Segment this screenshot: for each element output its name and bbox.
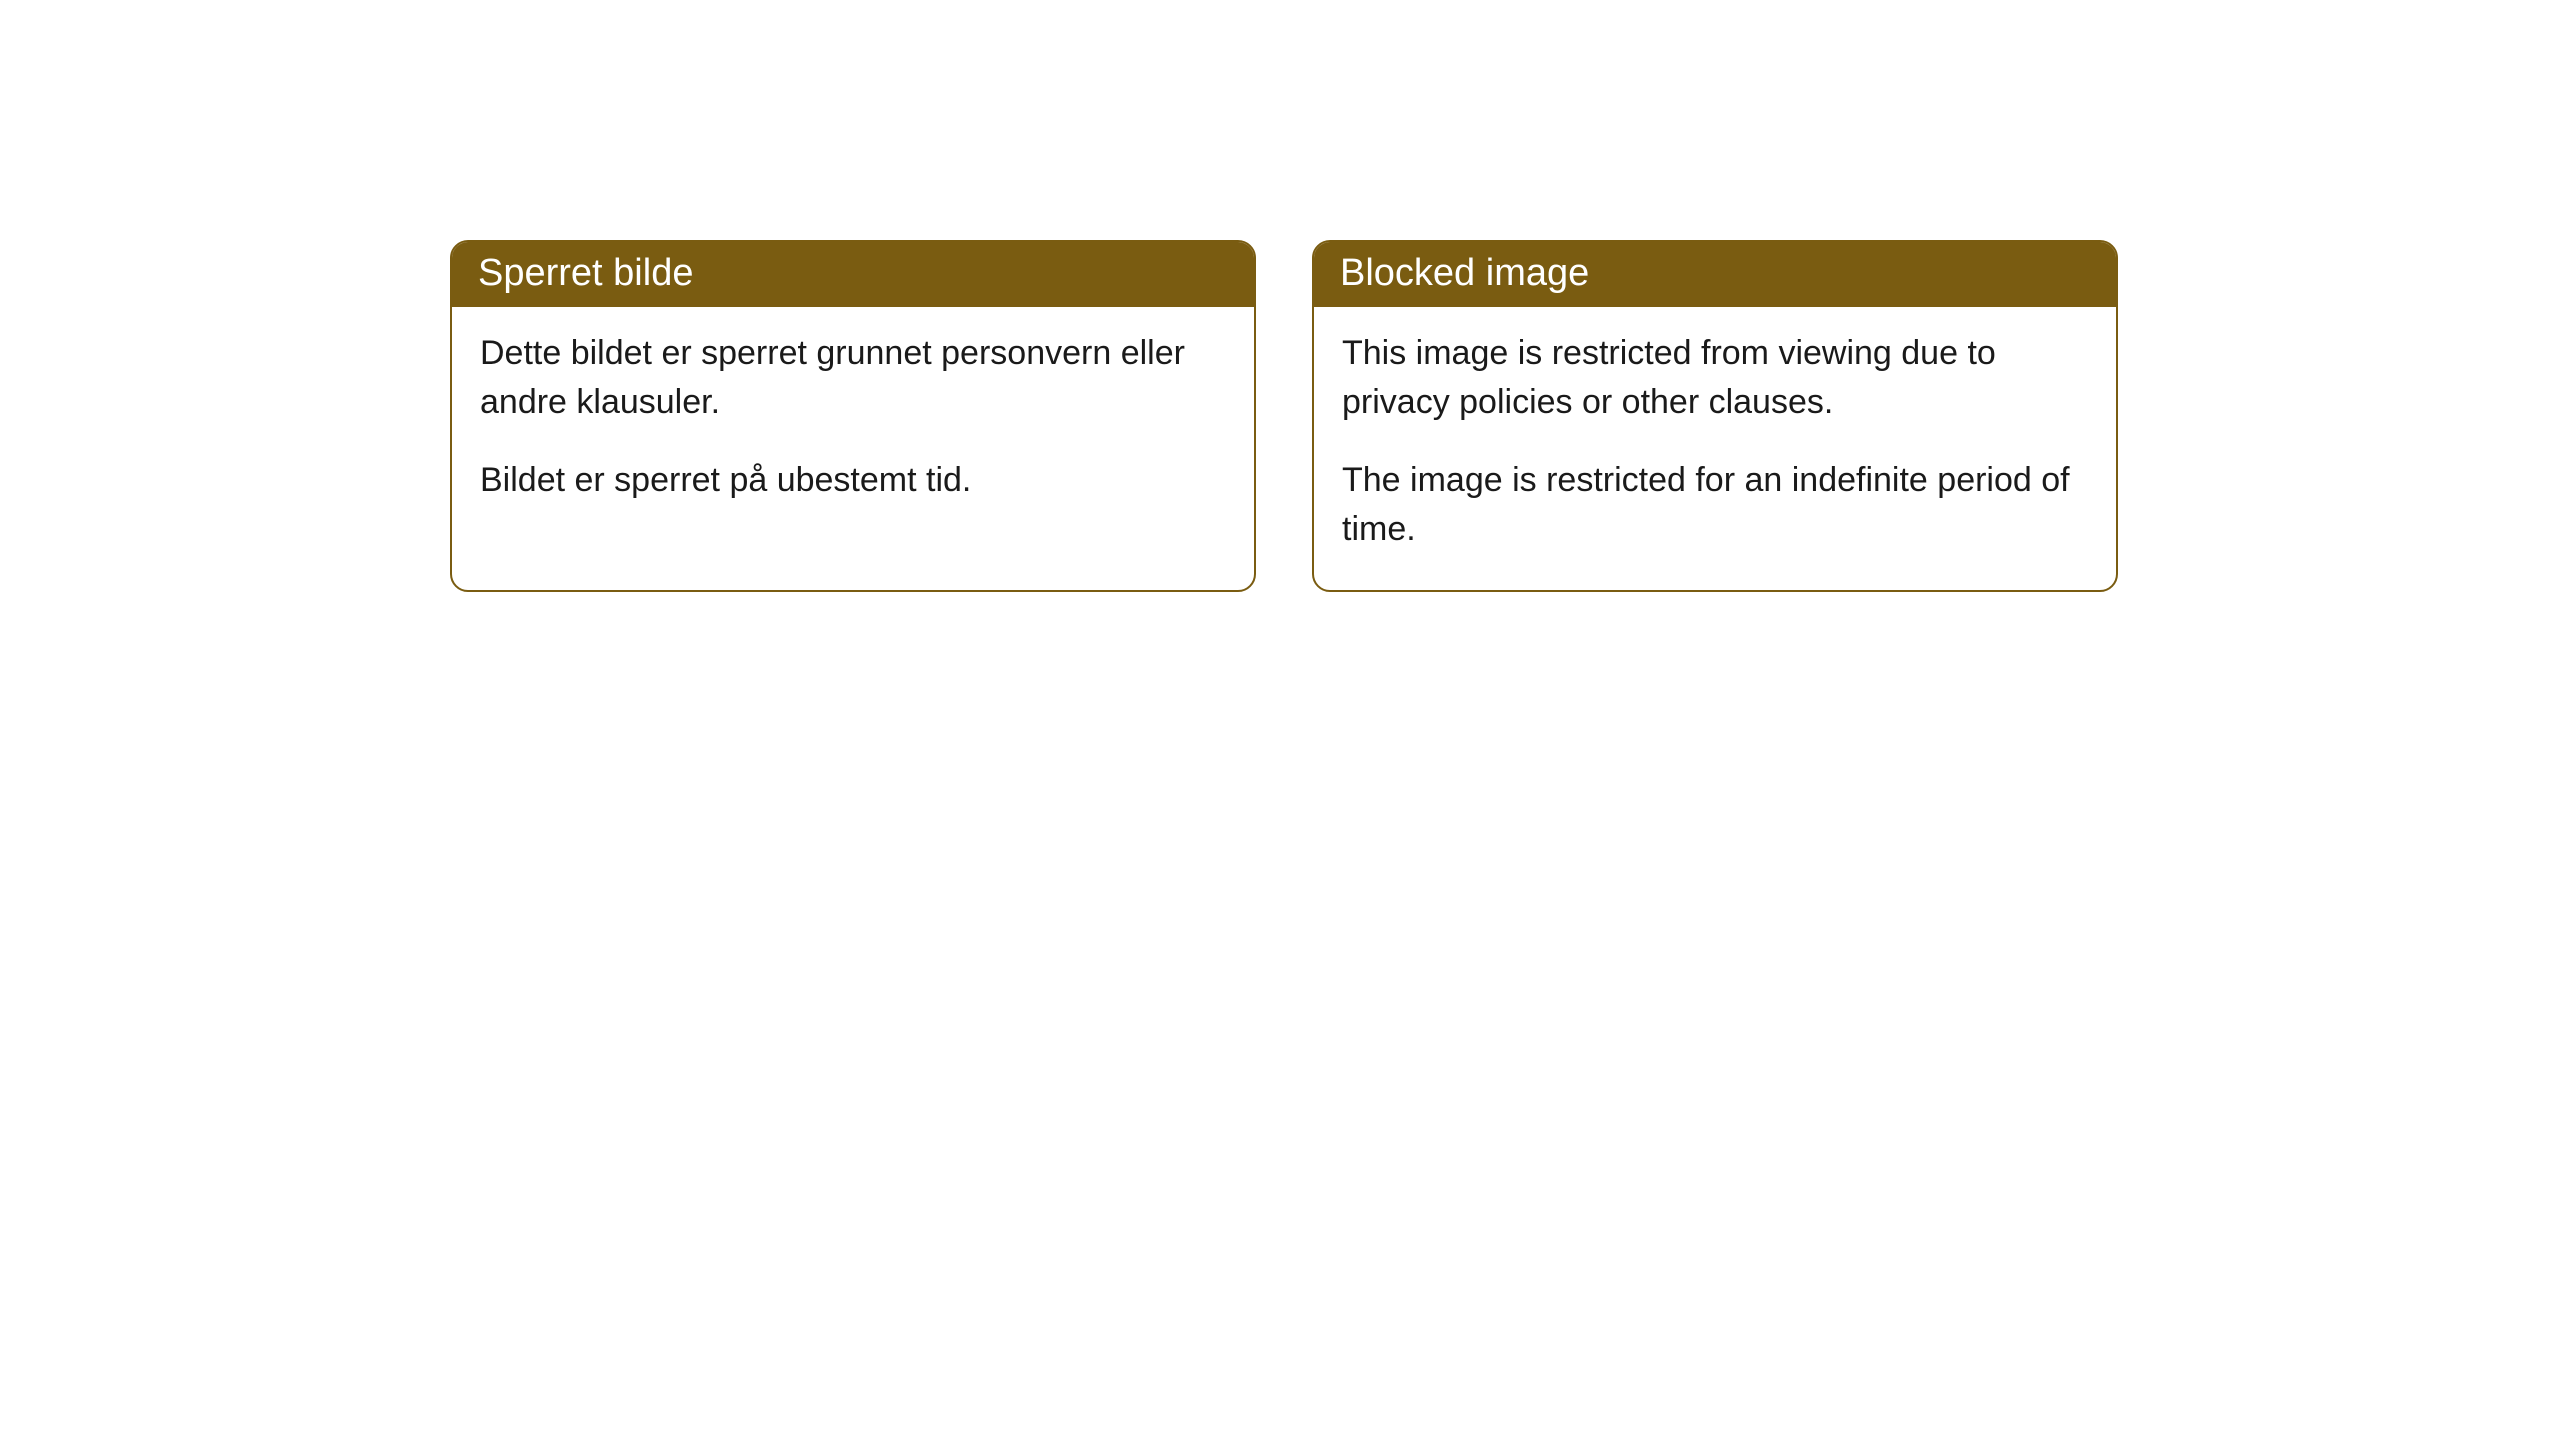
notice-body: This image is restricted from viewing du…	[1314, 307, 2116, 590]
notice-text: Bildet er sperret på ubestemt tid.	[480, 456, 1226, 505]
notice-body: Dette bildet er sperret grunnet personve…	[452, 307, 1254, 541]
notice-text: This image is restricted from viewing du…	[1342, 329, 2088, 428]
notice-card-english: Blocked image This image is restricted f…	[1312, 240, 2118, 592]
notice-container: Sperret bilde Dette bildet er sperret gr…	[450, 240, 2118, 592]
notice-header: Sperret bilde	[452, 242, 1254, 307]
notice-header: Blocked image	[1314, 242, 2116, 307]
notice-text: Dette bildet er sperret grunnet personve…	[480, 329, 1226, 428]
notice-text: The image is restricted for an indefinit…	[1342, 456, 2088, 555]
notice-card-norwegian: Sperret bilde Dette bildet er sperret gr…	[450, 240, 1256, 592]
